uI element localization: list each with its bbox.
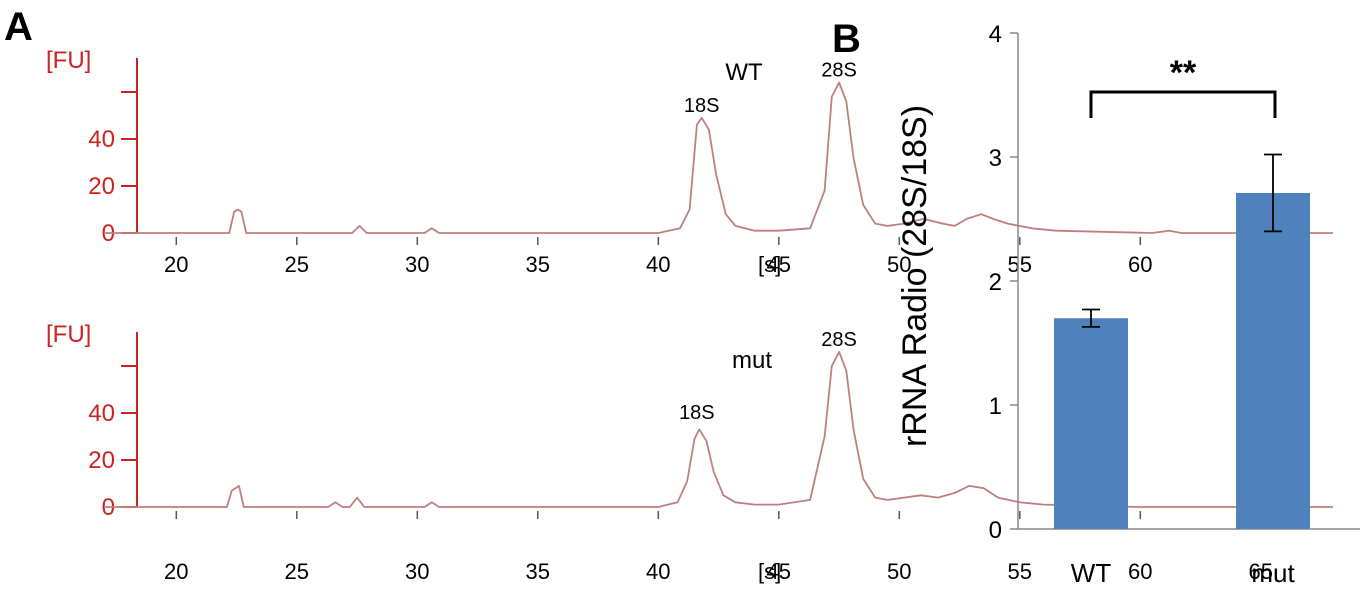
x-tick-label: 20 [164, 559, 188, 584]
y-tick-label: 2 [989, 269, 1002, 296]
peak-label: 28S [821, 329, 857, 351]
x-tick-label: 55 [1008, 559, 1032, 584]
bar-chart-y-axis-label: rRNA Radio (28S/18S) [896, 105, 934, 447]
x-tick-label: 30 [405, 559, 429, 584]
x-unit-label: [s] [758, 252, 781, 277]
x-tick-label: 35 [526, 252, 550, 277]
category-label: mut [1251, 558, 1295, 588]
x-tick-label: 40 [646, 252, 670, 277]
y-tick-label: 0 [989, 517, 1002, 544]
electropherogram-mut: [FU] 0 20 40 20 25 30 35 40 45 50 55 60 65 [s] 18S 28S mu… [46, 321, 1334, 584]
x-tick-label: 30 [405, 252, 429, 277]
bar [1054, 318, 1128, 529]
sample-label: mut [732, 347, 772, 374]
x-tick-label: 35 [526, 559, 550, 584]
panel-b-label: B [832, 17, 861, 61]
y-tick-label: 3 [989, 145, 1002, 172]
x-tick-label: 50 [887, 559, 911, 584]
trace-line [104, 351, 1334, 508]
fu-tick-label: 40 [88, 400, 115, 427]
category-label: WT [1071, 558, 1112, 588]
fu-tick-label: 20 [88, 447, 115, 474]
peak-label: 28S [821, 60, 857, 82]
sample-label: WT [725, 59, 763, 86]
trace-line [104, 81, 1334, 234]
x-tick-label: 60 [1128, 252, 1152, 277]
fu-tick-label: 40 [88, 126, 115, 153]
x-tick-label: 20 [164, 252, 188, 277]
x-tick-label: 25 [285, 559, 309, 584]
x-tick-label: 45 [767, 252, 791, 277]
peak-label: 18S [684, 95, 720, 117]
y-tick-label: 1 [989, 393, 1002, 420]
x-unit-label: [s] [758, 559, 781, 584]
x-tick-label: 25 [285, 252, 309, 277]
x-tick-label: 65 [1249, 559, 1273, 584]
fu-unit-label: [FU] [46, 321, 91, 348]
x-tick-label: 60 [1128, 559, 1152, 584]
x-tick-label: 45 [767, 559, 791, 584]
x-tick-label: 55 [1008, 252, 1032, 277]
peak-label: 18S [679, 402, 715, 424]
fu-tick-label: 20 [88, 173, 115, 200]
significance-label: ** [1170, 54, 1197, 92]
panel-a: A [FU] 0 20 40 20 25 30 35 40 45 50 55 60 65 [s] 18S 28S… [4, 5, 1334, 584]
significance-bracket [1089, 90, 1277, 118]
fu-unit-label: [FU] [46, 47, 91, 74]
x-tick-label: 40 [646, 559, 670, 584]
rrna-ratio-bar-chart: 0 1 2 3 4 WT mut ** [989, 21, 1360, 588]
y-tick-label: 4 [989, 21, 1002, 48]
x-tick-label: 50 [887, 252, 911, 277]
panel-a-label: A [4, 5, 33, 49]
panel-b: B rRNA Radio (28S/18S) 0 1 2 3 4 WT mut ** [832, 17, 1360, 588]
bar [1236, 192, 1310, 529]
